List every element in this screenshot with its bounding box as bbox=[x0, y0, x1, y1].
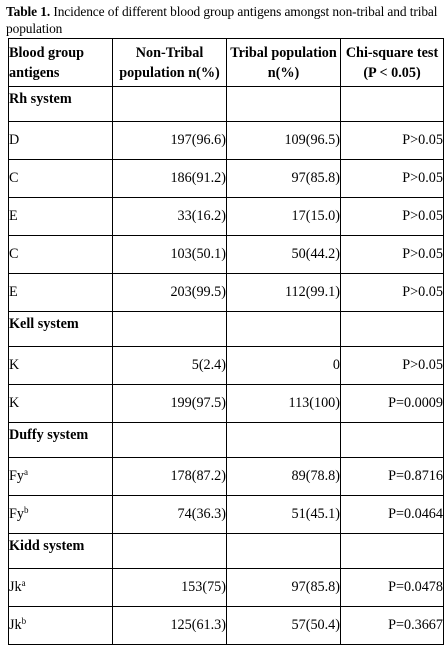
antigen-name: Fy bbox=[9, 468, 24, 484]
table-row: C 186(91.2) 97(85.8) P>0.05 bbox=[8, 159, 444, 198]
antigen-name: Jk bbox=[9, 617, 22, 633]
antigen-cell: E bbox=[8, 273, 113, 312]
antigen-cell: Fyb bbox=[8, 495, 113, 534]
tribal-cell: 112(99.1) bbox=[226, 273, 341, 312]
antigen-cell: Jka bbox=[8, 568, 113, 607]
section-duffy-system: Duffy system bbox=[8, 422, 444, 458]
empty-cell bbox=[226, 422, 341, 458]
p-value-cell: P>0.05 bbox=[340, 273, 444, 312]
table-body: Rh system D 197(96.6) 109(96.5) P>0.05 C… bbox=[8, 86, 444, 645]
table-row: E 33(16.2) 17(15.0) P>0.05 bbox=[8, 197, 444, 236]
antigen-cell: Jkb bbox=[8, 606, 113, 645]
non-tribal-cell: 33(16.2) bbox=[112, 197, 227, 236]
table-caption-text: Incidence of different blood group antig… bbox=[6, 4, 438, 36]
header-antigens: Blood group antigens bbox=[8, 38, 113, 87]
section-rh-system: Rh system bbox=[8, 86, 444, 122]
empty-cell bbox=[340, 533, 444, 569]
non-tribal-cell: 199(97.5) bbox=[112, 384, 227, 423]
section-title: Kell system bbox=[8, 311, 113, 347]
table-row: K 199(97.5) 113(100) P=0.0009 bbox=[8, 384, 444, 423]
tribal-cell: 109(96.5) bbox=[226, 121, 341, 160]
table-row: E 203(99.5) 112(99.1) P>0.05 bbox=[8, 273, 444, 312]
p-value-cell: P=0.3667 bbox=[340, 606, 444, 645]
empty-cell bbox=[112, 533, 227, 569]
antigen-cell: C bbox=[8, 235, 113, 274]
section-title: Rh system bbox=[8, 86, 113, 122]
document-page: Table 1. Incidence of different blood gr… bbox=[6, 3, 444, 645]
empty-cell bbox=[226, 311, 341, 347]
p-value-cell: P>0.05 bbox=[340, 197, 444, 236]
empty-cell bbox=[226, 86, 341, 122]
non-tribal-cell: 153(75) bbox=[112, 568, 227, 607]
tribal-cell: 97(85.8) bbox=[226, 568, 341, 607]
table-row: Jkb 125(61.3) 57(50.4) P=0.3667 bbox=[8, 606, 444, 645]
p-value-cell: P>0.05 bbox=[340, 159, 444, 198]
antigen-superscript: a bbox=[23, 467, 28, 477]
header-chi-square: Chi-square test (P < 0.05) bbox=[340, 38, 444, 87]
antigen-name: Jk bbox=[9, 579, 22, 595]
section-kidd-system: Kidd system bbox=[8, 533, 444, 569]
tribal-cell: 89(78.8) bbox=[226, 457, 341, 496]
tribal-cell: 113(100) bbox=[226, 384, 341, 423]
non-tribal-cell: 178(87.2) bbox=[112, 457, 227, 496]
non-tribal-cell: 103(50.1) bbox=[112, 235, 227, 274]
table-row: Fyb 74(36.3) 51(45.1) P=0.0464 bbox=[8, 495, 444, 534]
empty-cell bbox=[226, 533, 341, 569]
p-value-cell: P=0.0009 bbox=[340, 384, 444, 423]
antigen-superscript: b bbox=[21, 616, 27, 626]
table-row: C 103(50.1) 50(44.2) P>0.05 bbox=[8, 235, 444, 274]
table-row: D 197(96.6) 109(96.5) P>0.05 bbox=[8, 121, 444, 160]
p-value-cell: P=0.0478 bbox=[340, 568, 444, 607]
empty-cell bbox=[112, 311, 227, 347]
p-value-cell: P>0.05 bbox=[340, 346, 444, 385]
tribal-cell: 51(45.1) bbox=[226, 495, 341, 534]
table-row: Fya 178(87.2) 89(78.8) P=0.8716 bbox=[8, 457, 444, 496]
p-value-cell: P=0.0464 bbox=[340, 495, 444, 534]
non-tribal-cell: 197(96.6) bbox=[112, 121, 227, 160]
p-value-cell: P>0.05 bbox=[340, 121, 444, 160]
antigen-cell: E bbox=[8, 197, 113, 236]
empty-cell bbox=[340, 422, 444, 458]
empty-cell bbox=[340, 311, 444, 347]
antigen-cell: D bbox=[8, 121, 113, 160]
table-row: K 5(2.4) 0 P>0.05 bbox=[8, 346, 444, 385]
table-row: Jka 153(75) 97(85.8) P=0.0478 bbox=[8, 568, 444, 607]
antigen-superscript: b bbox=[23, 505, 29, 515]
empty-cell bbox=[112, 86, 227, 122]
section-title: Duffy system bbox=[8, 422, 113, 458]
header-tribal: Tribal population n(%) bbox=[226, 38, 341, 87]
table-caption-label: Table 1. bbox=[6, 4, 51, 19]
non-tribal-cell: 5(2.4) bbox=[112, 346, 227, 385]
antigen-cell: Fya bbox=[8, 457, 113, 496]
empty-cell bbox=[340, 86, 444, 122]
table-caption: Table 1. Incidence of different blood gr… bbox=[6, 3, 442, 37]
antigen-cell: K bbox=[8, 384, 113, 423]
non-tribal-cell: 125(61.3) bbox=[112, 606, 227, 645]
p-value-cell: P=0.8716 bbox=[340, 457, 444, 496]
table-header: Blood group antigens Non-Tribal populati… bbox=[8, 38, 444, 87]
antigen-superscript: a bbox=[21, 578, 26, 588]
header-row: Blood group antigens Non-Tribal populati… bbox=[8, 38, 444, 87]
non-tribal-cell: 203(99.5) bbox=[112, 273, 227, 312]
tribal-cell: 97(85.8) bbox=[226, 159, 341, 198]
antigen-cell: C bbox=[8, 159, 113, 198]
antigen-name: Fy bbox=[9, 506, 24, 522]
tribal-cell: 17(15.0) bbox=[226, 197, 341, 236]
empty-cell bbox=[112, 422, 227, 458]
header-non-tribal: Non-Tribal population n(%) bbox=[112, 38, 227, 87]
section-kell-system: Kell system bbox=[8, 311, 444, 347]
section-title: Kidd system bbox=[8, 533, 113, 569]
non-tribal-cell: 186(91.2) bbox=[112, 159, 227, 198]
p-value-cell: P>0.05 bbox=[340, 235, 444, 274]
antigen-cell: K bbox=[8, 346, 113, 385]
blood-group-table: Blood group antigens Non-Tribal populati… bbox=[8, 38, 444, 645]
tribal-cell: 50(44.2) bbox=[226, 235, 341, 274]
tribal-cell: 57(50.4) bbox=[226, 606, 341, 645]
non-tribal-cell: 74(36.3) bbox=[112, 495, 227, 534]
tribal-cell: 0 bbox=[226, 346, 341, 385]
